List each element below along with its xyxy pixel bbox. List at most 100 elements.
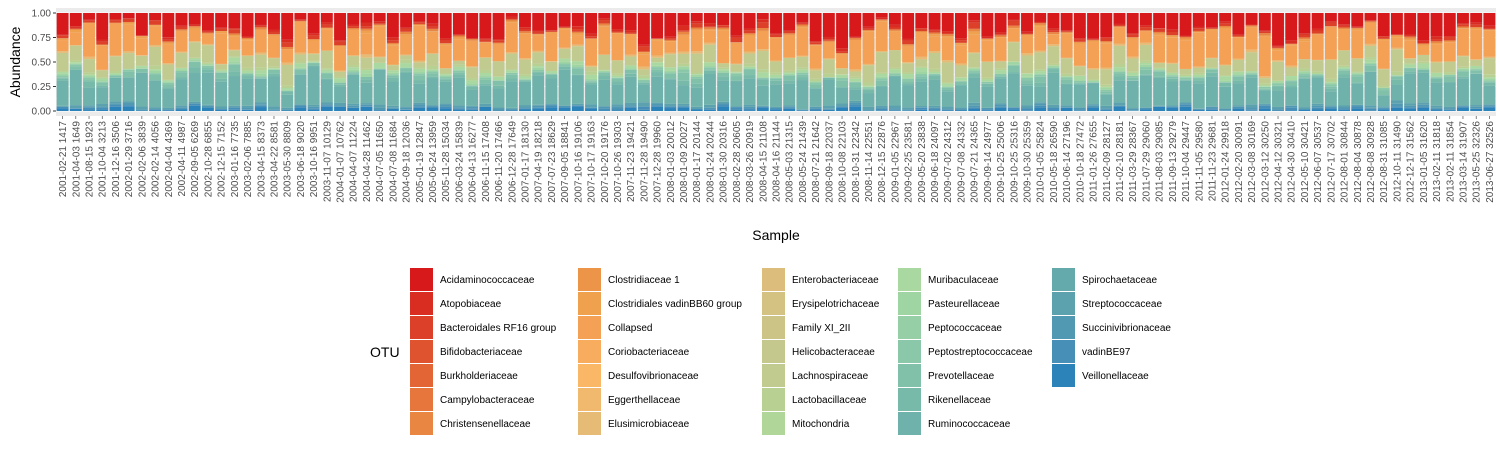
bar-segment	[1311, 74, 1324, 76]
bar-segment	[1457, 23, 1469, 25]
bar-segment	[994, 104, 1007, 107]
x-tick-label: 2011-03-29 28367	[1128, 121, 1139, 202]
bar-segment	[1298, 109, 1311, 111]
bar-segment	[1483, 56, 1496, 59]
bar-segment	[175, 69, 188, 71]
bar-segment	[1034, 102, 1047, 104]
bar-segment	[188, 26, 201, 28]
bar-segment	[96, 45, 109, 70]
bar-segment	[413, 104, 426, 107]
bar-segment	[664, 54, 677, 68]
bar-segment	[228, 28, 241, 30]
legend-swatch	[578, 316, 601, 339]
bar-segment	[1364, 108, 1377, 111]
bar-segment	[955, 109, 967, 111]
bar-segment	[981, 61, 994, 78]
legend-swatch	[762, 388, 785, 411]
bar-segment	[1364, 13, 1377, 21]
bar-segment	[307, 63, 320, 66]
bar-segment	[466, 13, 479, 39]
bar-segment	[1430, 42, 1443, 45]
bar-segment	[452, 77, 465, 106]
bar-segment	[413, 23, 426, 26]
bar-segment	[968, 22, 981, 29]
bar-segment	[664, 70, 677, 73]
bar-segment	[1324, 86, 1337, 89]
bar-segment	[1364, 45, 1377, 58]
bar-segment	[505, 21, 518, 23]
bar-segment	[677, 30, 690, 32]
bar-segment	[400, 68, 413, 72]
bar-segment	[1351, 105, 1364, 107]
bar-segment	[1100, 67, 1113, 70]
bar-segment	[809, 81, 822, 83]
bar-segment	[360, 79, 373, 83]
bar-segment	[704, 65, 716, 68]
bar-segment	[241, 40, 254, 56]
bar-segment	[1324, 59, 1337, 79]
bar-segment	[439, 68, 452, 73]
bar-segment	[505, 74, 518, 79]
bar-segment	[1073, 41, 1086, 43]
bar-segment	[1179, 77, 1192, 80]
legend-label: Peptococcaceae	[928, 323, 1002, 334]
x-tick-label: 2001-04-03 1649	[71, 121, 82, 198]
bar-segment	[1272, 85, 1284, 87]
legend-swatch	[1052, 364, 1075, 387]
bar-segment	[69, 108, 82, 111]
bar-segment	[400, 36, 413, 55]
bar-segment	[386, 44, 399, 46]
bar-segment	[743, 78, 756, 105]
bar-segment	[1087, 13, 1100, 39]
bar-segment	[902, 109, 915, 111]
bar-segment	[1087, 38, 1100, 40]
bar-segment	[1232, 74, 1245, 76]
bar-segment	[149, 74, 162, 81]
bar-segment	[756, 105, 769, 107]
bar-segment	[888, 108, 901, 110]
bar-segment	[704, 74, 716, 105]
bar-segment	[1100, 86, 1113, 88]
bar-segment	[955, 63, 967, 66]
bar-segment	[505, 53, 518, 70]
bar-segment	[1324, 106, 1337, 109]
bar-segment	[1338, 25, 1351, 28]
bar-segment	[981, 13, 994, 37]
bar-segment	[783, 33, 796, 35]
x-tick-label: 2006-11-20 17466	[494, 121, 505, 202]
bar-segment	[1007, 109, 1020, 111]
bar-segment	[598, 23, 611, 26]
bar-segment	[1126, 34, 1139, 38]
bar-segment	[1245, 104, 1258, 108]
legend-swatch	[762, 364, 785, 387]
bar-segment	[585, 71, 597, 75]
bar-segment	[1470, 73, 1483, 106]
bar-segment	[571, 44, 584, 47]
bar-segment	[56, 38, 69, 41]
bar-segment	[426, 31, 439, 54]
bar-segment	[690, 87, 703, 107]
bar-segment	[1126, 33, 1139, 35]
x-tick-label: 2009-01-05 22967	[890, 121, 901, 203]
bar-segment	[1206, 68, 1218, 70]
bar-segment	[902, 81, 915, 84]
x-tick-label: 2008-01-30 20316	[719, 121, 730, 203]
bar-segment	[1232, 107, 1245, 109]
bar-segment	[122, 102, 135, 106]
bar-segment	[624, 13, 637, 31]
bar-segment	[373, 69, 386, 105]
legend-label: Ruminococcaceae	[928, 419, 1011, 430]
bar-segment	[1470, 13, 1483, 23]
bar-segment	[109, 73, 122, 75]
x-tick-label: 2009-07-21 24365	[970, 121, 981, 203]
bar-segment	[1364, 71, 1377, 106]
bar-segment	[228, 36, 241, 50]
bar-segment	[756, 13, 769, 20]
x-tick-label: 2003-01-16 7735	[230, 121, 241, 198]
bar-segment	[981, 81, 994, 84]
bar-segment	[637, 109, 650, 111]
bar-segment	[320, 79, 333, 103]
bar-segment	[281, 91, 294, 95]
x-tick-label: 2012-08-08 30928	[1366, 121, 1377, 203]
legend-label: Lactobacillaceae	[792, 395, 867, 406]
